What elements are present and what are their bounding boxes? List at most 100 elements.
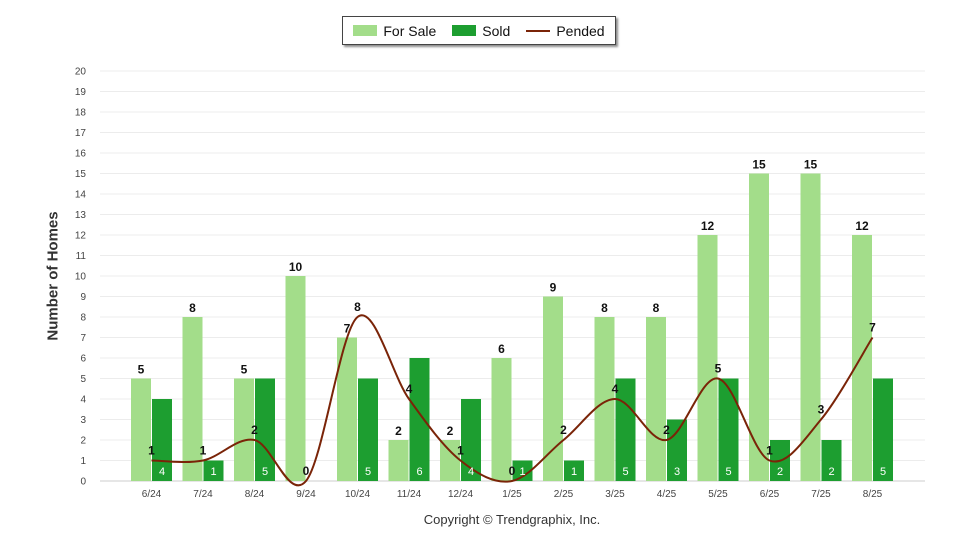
- legend-swatch-pended: [526, 29, 551, 32]
- legend-label-pended: Pended: [556, 22, 605, 39]
- sold-value-label: 0: [313, 466, 319, 478]
- bar-for-sale: [852, 235, 872, 481]
- sold-value-label: 5: [262, 466, 268, 478]
- for-sale-value-label: 5: [241, 363, 248, 377]
- for-sale-value-label: 10: [289, 260, 303, 274]
- y-tick-label: 14: [75, 190, 87, 201]
- legend-swatch-sold: [452, 25, 477, 36]
- legend-label-sold: Sold: [482, 22, 511, 39]
- for-sale-value-label: 15: [804, 158, 818, 172]
- sold-value-label: 1: [571, 466, 577, 478]
- for-sale-value-label: 12: [701, 219, 715, 233]
- bar-sold: [564, 460, 584, 481]
- sold-value-label: 6: [416, 466, 422, 478]
- pended-value-label: 4: [406, 382, 413, 396]
- bars: [131, 173, 893, 481]
- bar-sold: [358, 378, 378, 481]
- for-sale-value-label: 8: [653, 301, 660, 315]
- pended-value-label: 7: [869, 321, 876, 335]
- x-tick-label: 7/24: [193, 489, 213, 500]
- y-tick-label: 4: [80, 395, 86, 406]
- legend-swatch-for-sale: [353, 25, 378, 36]
- bar-sold: [821, 440, 842, 481]
- sold-value-label: 1: [519, 466, 525, 478]
- sold-value-label: 4: [468, 466, 474, 478]
- x-tick-label: 12/24: [448, 489, 473, 500]
- pended-value-label: 3: [818, 403, 825, 417]
- bar-sold: [667, 419, 687, 481]
- sold-value-label: 4: [159, 466, 165, 478]
- for-sale-value-label: 6: [498, 342, 505, 356]
- y-tick-label: 18: [75, 108, 87, 119]
- x-tick-label: 7/25: [811, 489, 831, 500]
- for-sale-value-label: 8: [189, 301, 196, 315]
- y-axis-label: Number of Homes: [44, 211, 62, 341]
- bar-for-sale: [131, 378, 151, 481]
- pended-value-label: 0: [303, 464, 310, 478]
- sold-value-label: 2: [777, 466, 783, 478]
- y-tick-label: 2: [80, 436, 86, 447]
- x-axis-ticks: 6/24 7/24 8/24 9/24 10/24 11/24 12/24 1/25 2/25 3…: [142, 489, 883, 500]
- bar-for-sale: [337, 337, 357, 481]
- y-tick-label: 12: [75, 231, 87, 242]
- legend: For Sale Sold Pended: [342, 16, 616, 45]
- x-tick-label: 8/24: [245, 489, 265, 500]
- bar-for-sale: [234, 378, 254, 481]
- y-tick-label: 8: [80, 313, 86, 324]
- y-tick-label: 1: [80, 456, 86, 467]
- bar-for-sale: [646, 317, 666, 481]
- for-sale-value-label: 12: [855, 219, 869, 233]
- legend-label-for-sale: For Sale: [383, 22, 437, 39]
- sold-value-label: 5: [880, 466, 886, 478]
- x-tick-label: 6/24: [142, 489, 162, 500]
- pended-value-label: 1: [200, 444, 207, 458]
- pended-value-label: 1: [148, 444, 155, 458]
- pended-line: [151, 314, 874, 487]
- bar-for-sale: [440, 440, 460, 481]
- sold-value-label: 2: [828, 466, 834, 478]
- x-tick-label: 8/25: [863, 489, 883, 500]
- bar-for-sale: [800, 173, 821, 481]
- pended-value-label: 0: [509, 464, 516, 478]
- bar-sold: [718, 378, 739, 481]
- sold-value-label: 5: [725, 466, 731, 478]
- for-sale-value-label: 9: [550, 281, 557, 295]
- y-tick-label: 20: [75, 67, 87, 78]
- x-tick-label: 5/25: [708, 489, 728, 500]
- for-sale-value-label: 8: [601, 301, 608, 315]
- y-tick-label: 13: [75, 210, 87, 221]
- x-tick-label: 10/24: [345, 489, 370, 500]
- pended-value-label: 2: [251, 423, 258, 437]
- bar-sold: [512, 460, 533, 481]
- bar-sold: [409, 358, 430, 481]
- y-tick-label: 5: [80, 374, 86, 385]
- bar-for-sale: [388, 440, 409, 481]
- pended-value-label: 2: [560, 423, 567, 437]
- bar-sold: [615, 378, 636, 481]
- pended-value-label: 5: [715, 362, 722, 376]
- x-tick-label: 1/25: [502, 489, 522, 500]
- bar-for-sale: [285, 276, 306, 481]
- bar-for-sale: [594, 317, 615, 481]
- sold-value-label: 3: [674, 466, 680, 478]
- for-sale-value-label: 7: [344, 322, 351, 336]
- sold-value-label: 5: [622, 466, 628, 478]
- x-tick-label: 4/25: [657, 489, 677, 500]
- y-tick-label: 3: [80, 415, 86, 426]
- bar-for-sale: [749, 173, 769, 481]
- sold-value-label: 1: [210, 466, 216, 478]
- pended-line-layer: [151, 314, 874, 487]
- pended-value-label: 2: [663, 423, 670, 437]
- x-tick-label: 6/25: [760, 489, 780, 500]
- y-tick-label: 6: [80, 354, 86, 365]
- pended-value-label: 1: [766, 444, 773, 458]
- legend-item-sold: Sold: [452, 23, 510, 39]
- copyright-text: Copyright © Trendgraphix, Inc.: [423, 512, 601, 527]
- x-tick-label: 2/25: [554, 489, 574, 500]
- bar-sold: [461, 399, 481, 481]
- y-tick-label: 9: [80, 292, 86, 303]
- bar-for-sale: [697, 235, 718, 481]
